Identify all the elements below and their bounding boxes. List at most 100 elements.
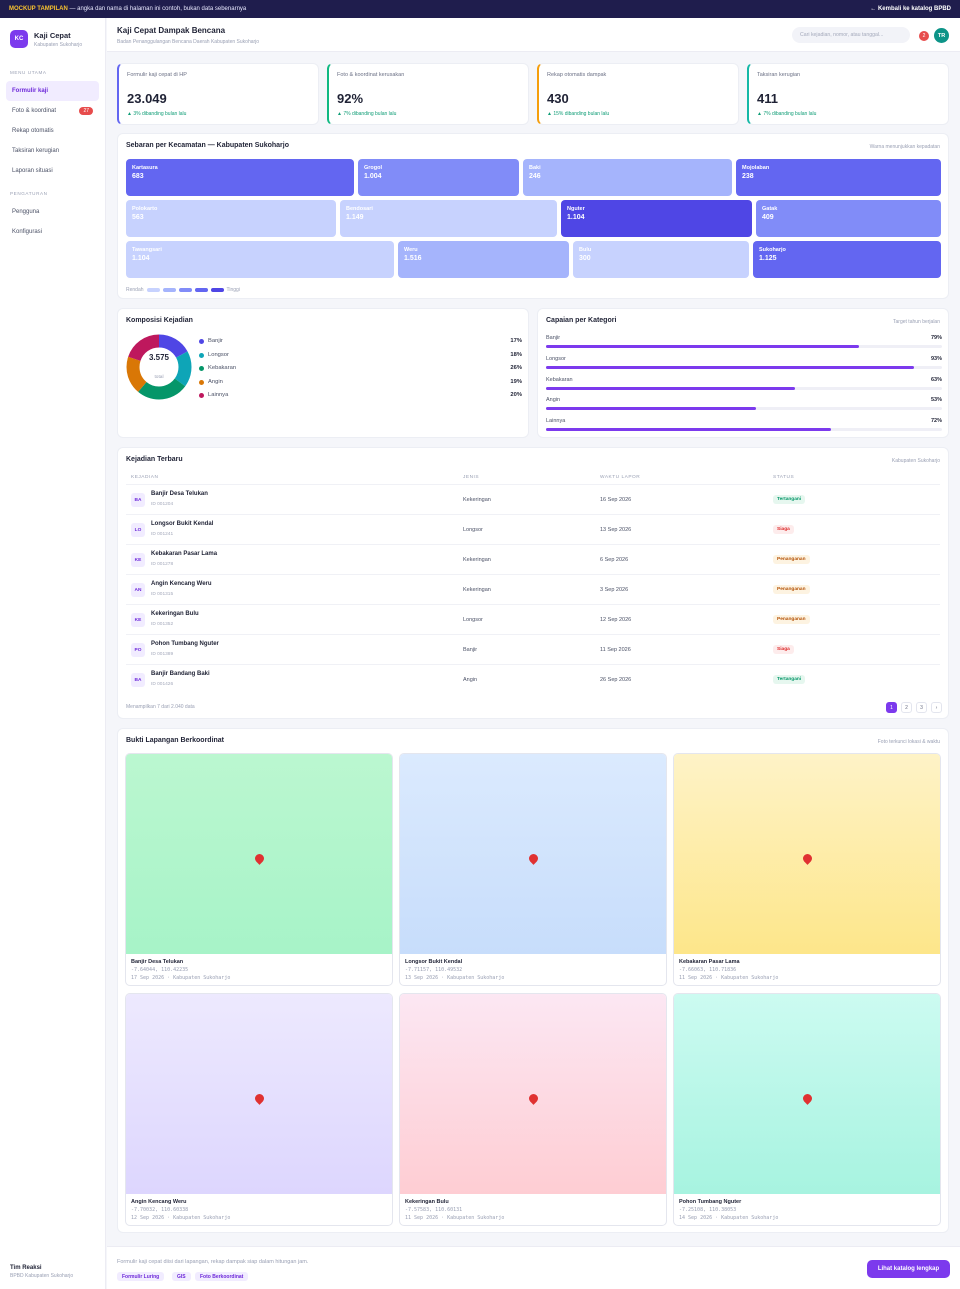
progress-banjir: Banjir 79% [546, 335, 942, 348]
treemap-cell-bulu[interactable]: Bulu 300 [573, 241, 749, 278]
donut-total-label: total [154, 375, 164, 380]
treemap-cell-tawangsari[interactable]: Tawangsari 1.104 [126, 241, 394, 278]
avatar[interactable]: TR [934, 28, 949, 43]
evidence-photo-card[interactable]: Banjir Desa Telukan -7.64044, 110.42235 … [125, 753, 393, 986]
treemap-cell-grogol[interactable]: Grogol 1.004 [358, 159, 519, 196]
recent-incidents-card: Kejadian Terbaru Kabupaten Sukoharjo KEJ… [117, 447, 949, 719]
incident-time: 3 Sep 2026 [600, 587, 629, 593]
mockup-notice: MOCKUP TAMPILAN — angka dan nama di hala… [9, 6, 247, 12]
district-name: Bendosari [346, 206, 373, 212]
donut-slice-angin [126, 334, 192, 400]
table-row[interactable]: PO Pohon Tumbang Nguter ID 001389 Banjir… [126, 634, 940, 664]
progress-percent: 79% [930, 335, 942, 341]
evidence-photo [400, 754, 666, 954]
treemap-cell-mojolaban[interactable]: Mojolaban 238 [736, 159, 941, 196]
legend-percent: 17% [510, 338, 522, 344]
treemap-note: Warna menunjukkan kepadatan [869, 144, 940, 150]
sidebar-item-foto-koordinat[interactable]: Foto & koordinat 27 [6, 101, 99, 121]
treemap-cell-nguter[interactable]: Nguter 1.104 [561, 200, 752, 237]
sidebar-item-rekap-otomatis[interactable]: Rekap otomatis [12, 128, 54, 134]
evidence-photo-card[interactable]: Pohon Tumbang Nguter -7.25108, 110.38053… [673, 993, 941, 1226]
kpi-delta: ▲ 7% dibanding bulan lalu [337, 111, 397, 117]
incident-id: ID 001278 [151, 562, 174, 567]
status-badge: Tertangani [773, 675, 806, 684]
evidence-photo-card[interactable]: Longsor Bukit Kendal -7.71157, 110.49532… [399, 753, 667, 986]
incident-time: 6 Sep 2026 [600, 557, 629, 563]
count-badge: 27 [79, 107, 93, 115]
sidebar-item-pengguna[interactable]: Pengguna [12, 209, 40, 215]
kpi-card: Taksiran kerugian 411 ▲ 7% dibanding bul… [747, 63, 949, 125]
evidence-coordinates: -7.25108, 110.38053 [679, 1207, 737, 1213]
brand[interactable]: KC Kaji Cepat Kabupaten Sukoharjo [0, 18, 105, 60]
treemap-cell-kartasura[interactable]: Kartasura 683 [126, 159, 354, 196]
sidebar-footer: Tim Reaksi BPBD Kabupaten Sukoharjo [10, 1265, 73, 1279]
evidence-coordinates: -7.57583, 110.60131 [405, 1207, 463, 1213]
feature-tag-gis: GIS [172, 1272, 191, 1281]
district-name: Tawangsari [132, 247, 162, 253]
mockup-banner: MOCKUP TAMPILAN — angka dan nama di hala… [0, 0, 960, 18]
table-row[interactable]: KE Kebakaran Pasar Lama ID 001278 Kekeri… [126, 544, 940, 574]
district-name: Polokarto [132, 206, 158, 212]
table-row[interactable]: BA Banjir Desa Telukan ID 001204 Kekerin… [126, 484, 940, 514]
district-count: 1.516 [404, 255, 422, 262]
treemap-cell-weru[interactable]: Weru 1.516 [398, 241, 569, 278]
evidence-photo-card[interactable]: Kekeringan Bulu -7.57583, 110.60131 11 S… [399, 993, 667, 1226]
evidence-photo-card[interactable]: Angin Kencang Weru -7.70032, 110.60338 1… [125, 993, 393, 1226]
kpi-label: Taksiran kerugian [757, 72, 801, 78]
app-region: Kabupaten Sukoharjo [34, 41, 83, 48]
sidebar-item-taksiran-kerugian[interactable]: Taksiran kerugian [12, 148, 60, 154]
sidebar-item-formulir-kaji[interactable]: Formulir kaji [6, 81, 99, 101]
legend-swatch [194, 288, 208, 292]
kpi-value: 430 [547, 91, 569, 106]
table-row[interactable]: AN Angin Kencang Weru ID 001315 Kekering… [126, 574, 940, 604]
legend-percent: 19% [510, 378, 522, 385]
treemap-cell-sukoharjo[interactable]: Sukoharjo 1.125 [753, 241, 941, 278]
status-badge: Tertangani [773, 495, 806, 504]
district-name: Gatak [762, 206, 778, 212]
treemap-cell-gatak[interactable]: Gatak 409 [756, 200, 941, 237]
sidebar-item-konfigurasi[interactable]: Konfigurasi [12, 229, 43, 235]
page-button-2[interactable]: 2 [901, 702, 912, 713]
notification-badge[interactable]: 2 [919, 31, 929, 41]
page-button-1[interactable]: 1 [886, 702, 897, 713]
table-row[interactable]: LO Longsor Bukit Kendal ID 001241 Longso… [126, 514, 940, 544]
evidence-meta: 12 Sep 2026 · Kabupaten Sukoharjo [131, 1215, 231, 1221]
composition-title: Komposisi Kejadian [126, 317, 193, 324]
kpi-card: Formulir kaji cepat di HP 23.049 ▲ 3% di… [117, 63, 319, 125]
evidence-photo [126, 754, 392, 954]
treemap-cell-polokarto[interactable]: Polokarto 563 [126, 200, 336, 237]
progress-track [546, 428, 942, 432]
legend-low-label: Rendah [126, 287, 144, 293]
incident-id: ID 001315 [151, 592, 174, 597]
evidence-photo [400, 994, 666, 1194]
table-row[interactable]: BA Banjir Bandang Baki ID 001426 Angin 2… [126, 664, 940, 694]
achievement-note: Target tahun berjalan [893, 319, 940, 325]
kpi-card: Foto & koordinat kerusakan 92% ▲ 7% diba… [327, 63, 529, 125]
column-header-status[interactable]: STATUS [773, 475, 795, 480]
progress-label: Angin [546, 397, 561, 404]
incident-icon: LO [131, 523, 145, 537]
incident-icon: BA [131, 673, 145, 687]
sidebar-item-laporan-situasi[interactable]: Laporan situasi [12, 168, 53, 174]
treemap-cell-baki[interactable]: Baki 246 [523, 159, 732, 196]
search-input[interactable]: Cari kejadian, nomor, atau tanggal... [792, 27, 910, 43]
treemap-cell-bendosari[interactable]: Bendosari 1.149 [340, 200, 557, 237]
column-header-kejadian[interactable]: KEJADIAN [131, 475, 159, 480]
incident-name: Angin Kencang Weru [151, 581, 212, 587]
legend-dot [199, 379, 204, 385]
view-full-catalog-button[interactable]: Lihat katalog lengkap [867, 1260, 950, 1278]
evidence-coordinates: -7.66063, 110.71836 [679, 967, 737, 973]
table-row[interactable]: KE Kekeringan Bulu ID 001352 Longsor 12 … [126, 604, 940, 634]
evidence-title: Longsor Bukit Kendal [405, 959, 463, 965]
evidence-photo-card[interactable]: Kebakaran Pasar Lama -7.66063, 110.71836… [673, 753, 941, 986]
density-legend: Rendah Tinggi [126, 287, 240, 293]
incident-type: Longsor [463, 617, 483, 623]
next-page-button[interactable]: › [931, 702, 942, 713]
legend-high-label: Tinggi [226, 287, 240, 293]
legend-dot [199, 366, 204, 371]
column-header-jenis[interactable]: JENIS [463, 475, 480, 480]
back-to-catalog-link[interactable]: ← Kembali ke katalog BPBD [870, 6, 951, 12]
column-header-waktu[interactable]: WAKTU LAPOR [600, 475, 641, 480]
page-button-3[interactable]: 3 [916, 702, 927, 713]
progress-track [546, 407, 942, 411]
